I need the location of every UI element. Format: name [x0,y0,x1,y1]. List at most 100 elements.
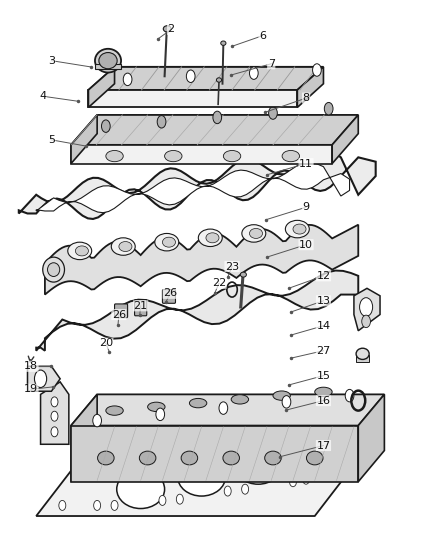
Circle shape [213,111,222,124]
Polygon shape [332,115,358,164]
Ellipse shape [240,272,247,277]
Circle shape [102,120,110,132]
Polygon shape [19,150,376,219]
Polygon shape [45,225,358,295]
Text: 6: 6 [259,31,266,41]
Circle shape [345,390,354,402]
Circle shape [157,116,166,128]
Text: 15: 15 [316,370,330,381]
Polygon shape [28,366,60,391]
Ellipse shape [68,242,92,260]
Circle shape [362,315,371,328]
Text: 26: 26 [163,288,177,298]
Circle shape [186,70,195,83]
Polygon shape [71,115,358,145]
Polygon shape [354,288,380,331]
Ellipse shape [206,233,219,243]
Text: 19: 19 [24,384,38,394]
Circle shape [360,298,373,317]
Ellipse shape [221,41,226,45]
Ellipse shape [162,237,176,247]
Text: 23: 23 [225,262,239,271]
Circle shape [282,395,291,408]
Circle shape [111,500,118,511]
Text: 5: 5 [48,135,55,145]
Polygon shape [36,271,371,351]
Ellipse shape [178,457,226,496]
Ellipse shape [99,53,117,69]
Circle shape [242,484,249,494]
FancyBboxPatch shape [162,289,176,303]
Circle shape [177,494,184,504]
Ellipse shape [234,446,282,484]
FancyBboxPatch shape [134,300,147,316]
Ellipse shape [223,451,240,465]
Polygon shape [297,67,323,108]
Ellipse shape [250,229,262,238]
Circle shape [156,408,165,421]
Polygon shape [71,425,358,482]
Ellipse shape [95,49,121,72]
Text: 4: 4 [39,91,46,101]
Circle shape [219,402,228,414]
Ellipse shape [165,150,182,161]
Circle shape [159,496,166,505]
Circle shape [94,430,101,440]
Circle shape [51,397,58,407]
Circle shape [59,428,66,438]
Ellipse shape [315,387,332,397]
Circle shape [59,500,66,511]
Circle shape [159,428,166,438]
Ellipse shape [139,451,156,465]
Text: 18: 18 [24,361,38,372]
Ellipse shape [148,402,165,411]
Circle shape [303,425,310,435]
Ellipse shape [181,451,198,465]
Ellipse shape [295,433,343,472]
Ellipse shape [242,225,266,242]
Polygon shape [88,67,323,90]
Ellipse shape [216,78,222,82]
Polygon shape [88,90,297,108]
Circle shape [268,107,277,119]
Polygon shape [71,394,385,425]
Ellipse shape [43,257,64,282]
Text: 22: 22 [212,278,226,288]
Text: 8: 8 [303,93,310,103]
Ellipse shape [75,246,88,256]
Ellipse shape [106,406,123,415]
Text: 14: 14 [316,321,331,331]
Text: 13: 13 [316,296,330,306]
Polygon shape [36,425,385,516]
Ellipse shape [98,451,114,465]
Text: 26: 26 [112,310,126,319]
Text: 2: 2 [168,25,175,35]
Ellipse shape [286,220,309,238]
Ellipse shape [47,263,60,277]
Circle shape [94,500,101,511]
Circle shape [51,411,58,421]
Circle shape [250,67,258,79]
Text: 21: 21 [134,301,148,311]
Ellipse shape [356,348,369,359]
Polygon shape [95,64,121,69]
Ellipse shape [282,150,300,161]
Polygon shape [71,394,97,482]
Circle shape [324,102,333,115]
Circle shape [303,474,310,484]
Circle shape [290,425,297,435]
Polygon shape [358,394,385,482]
Text: 27: 27 [316,346,331,356]
Ellipse shape [223,150,241,161]
Polygon shape [36,163,350,213]
Circle shape [346,424,353,434]
FancyBboxPatch shape [115,304,127,318]
Ellipse shape [231,395,249,404]
Ellipse shape [273,391,290,400]
Text: 10: 10 [299,240,313,249]
Circle shape [123,73,132,86]
Circle shape [111,428,118,438]
Text: 12: 12 [316,271,331,281]
Ellipse shape [189,399,207,408]
Polygon shape [41,382,69,445]
